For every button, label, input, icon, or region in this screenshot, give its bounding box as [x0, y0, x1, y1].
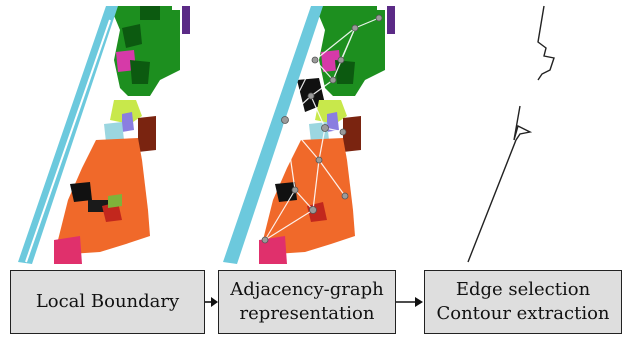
- contour-extraction-result: [420, 0, 620, 266]
- segmentation-image: [18, 6, 190, 264]
- parcel-regions: [54, 6, 190, 264]
- contour-image: [467, 5, 555, 263]
- stage-label-line: Contour extraction: [436, 303, 610, 324]
- arrow-right-icon: [396, 297, 423, 307]
- arrow-right-icon: [205, 297, 218, 307]
- graph-overlay-image: [223, 6, 395, 264]
- extracted-contour-lower: [467, 105, 533, 263]
- adjacency-graph-map: [215, 0, 415, 266]
- road-strip: [223, 6, 323, 264]
- stage-label-line: Adjacency-graph: [230, 279, 384, 300]
- stage-adjacency-graph: Adjacency-graph representation: [218, 270, 396, 334]
- stage-label-line: representation: [239, 303, 375, 324]
- stage-label-line: Edge selection: [455, 279, 591, 300]
- stage-edge-selection: Edge selection Contour extraction: [424, 270, 622, 334]
- stage-local-boundary: Local Boundary: [10, 270, 205, 334]
- graph-edges: [258, 17, 380, 241]
- local-boundary-map: [10, 0, 210, 266]
- graph-nodes: [261, 14, 383, 244]
- stage-label-line: Local Boundary: [35, 291, 180, 312]
- extracted-contour-upper: [537, 5, 555, 81]
- road-edge-line: [25, 19, 111, 263]
